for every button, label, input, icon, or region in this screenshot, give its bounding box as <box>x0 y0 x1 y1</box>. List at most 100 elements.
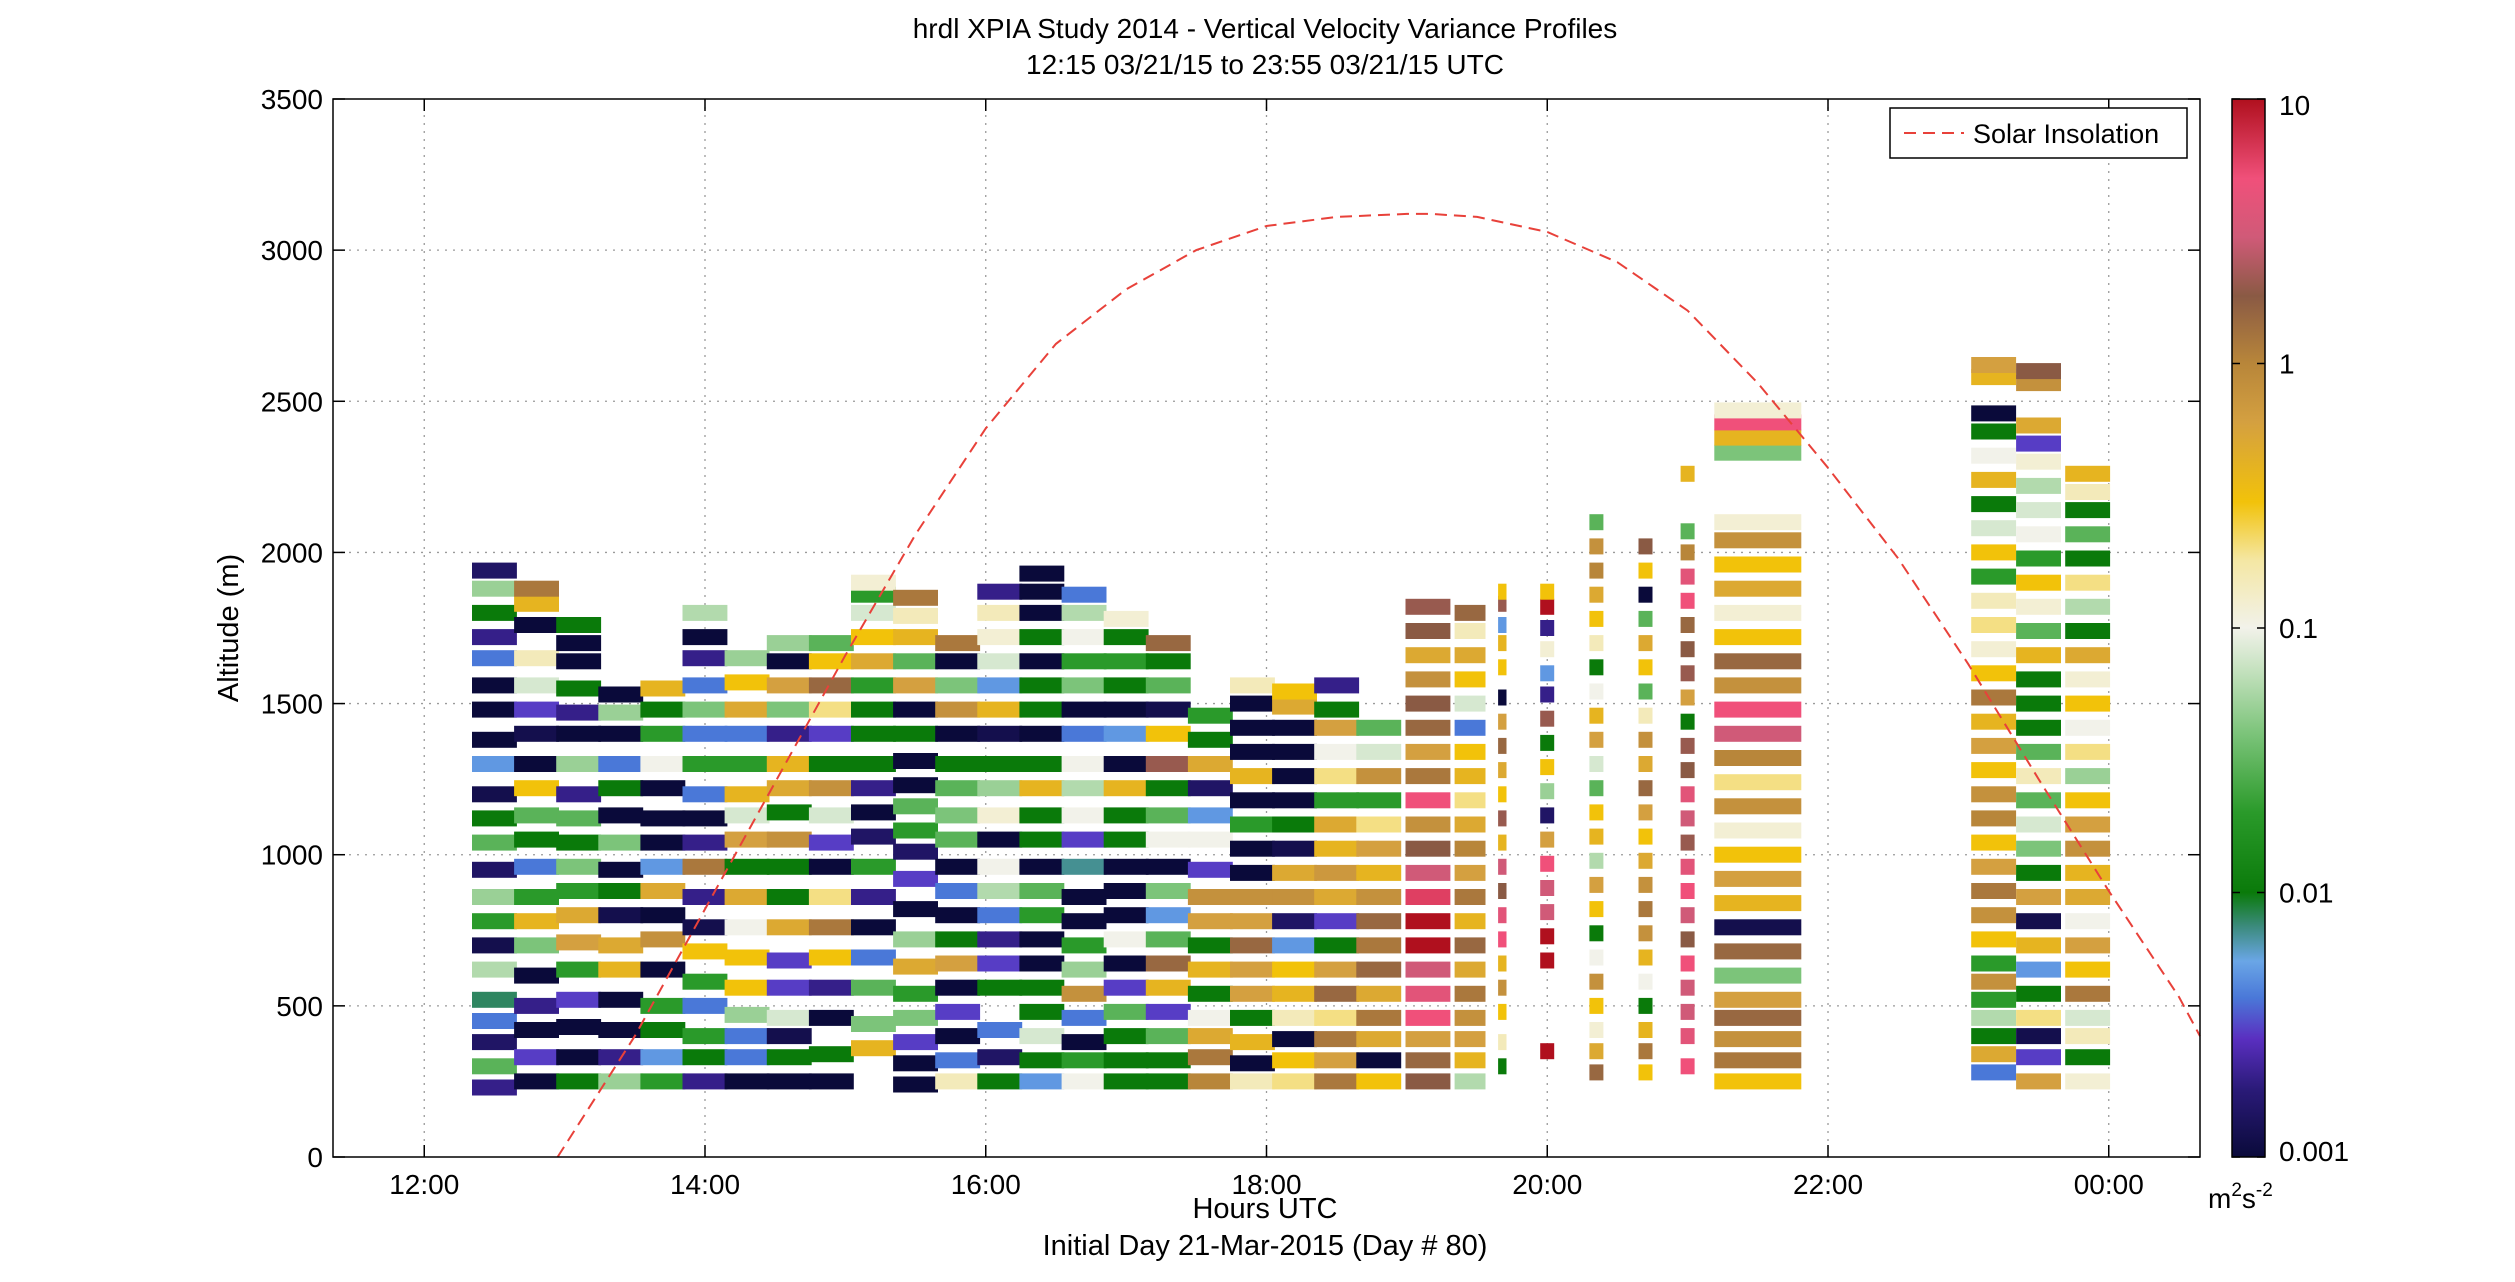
heatmap-cell <box>1230 743 1275 760</box>
heatmap-cell <box>935 858 981 875</box>
heatmap-cell <box>1971 810 2017 827</box>
heatmap-cell <box>724 1006 770 1023</box>
heatmap-cell <box>1187 707 1233 724</box>
solar-line-layer <box>556 212 2201 1158</box>
heatmap-cell <box>1498 883 1507 899</box>
heatmap-cell <box>808 858 854 875</box>
heatmap-cell <box>1680 834 1695 851</box>
heatmap-cell <box>1638 804 1653 821</box>
heatmap-cell <box>1498 858 1507 875</box>
heatmap-cell <box>2016 1073 2061 1090</box>
heatmap-cell <box>1314 985 1360 1002</box>
heatmap-cell <box>472 650 517 667</box>
chart-subtitle: 12:15 03/21/15 to 23:55 03/21/15 UTC <box>1026 49 1504 80</box>
heatmap-cell <box>1019 807 1065 824</box>
heatmap-cell <box>1971 1046 2017 1063</box>
heatmap-cell <box>1356 913 1402 930</box>
heatmap-cell <box>514 889 559 905</box>
heatmap-cell <box>1498 834 1507 851</box>
heatmap-cell <box>1714 846 1802 863</box>
heatmap-cell <box>1230 889 1275 905</box>
y-tick-label: 3500 <box>261 84 323 115</box>
x-tick-label: 22:00 <box>1793 1169 1863 1200</box>
heatmap-cell <box>851 725 896 742</box>
heatmap-cell <box>1454 604 1486 621</box>
heatmap-cell <box>598 807 644 824</box>
heatmap-cell <box>724 949 770 966</box>
heatmap-cell <box>1971 883 2017 899</box>
heatmap-cell <box>682 725 728 742</box>
heatmap-cell <box>1272 1052 1317 1069</box>
heatmap-cell <box>1230 768 1275 785</box>
heatmap-cell <box>556 704 602 721</box>
heatmap-cell <box>2065 623 2111 639</box>
heatmap-cell <box>851 677 896 694</box>
colorbar-tick-label: 0.01 <box>2279 878 2334 909</box>
heatmap-cell <box>1540 855 1555 872</box>
heatmap-cell <box>766 831 812 848</box>
heatmap-cell <box>1971 471 2017 488</box>
heatmap-cell <box>1589 683 1604 700</box>
heatmap-cell <box>1103 979 1149 996</box>
heatmap-cell <box>2016 1009 2061 1026</box>
heatmap-cell <box>935 756 981 772</box>
heatmap-cell <box>977 1049 1023 1066</box>
heatmap-cell <box>1589 756 1604 772</box>
heatmap-cell <box>1498 810 1507 827</box>
heatmap-cell <box>766 919 812 936</box>
heatmap-cell <box>1638 780 1653 797</box>
heatmap-cell <box>893 653 938 670</box>
heatmap-cell <box>556 653 602 670</box>
heatmap-cell <box>1019 1003 1065 1020</box>
heatmap-cell <box>472 1013 517 1029</box>
heatmap-cell <box>2016 937 2061 954</box>
heatmap-cell <box>724 756 770 772</box>
heatmap-cell <box>1145 701 1191 718</box>
heatmap-cell <box>682 997 728 1014</box>
heatmap-cell <box>935 725 981 742</box>
heatmap-cell <box>893 843 938 860</box>
heatmap-cell <box>1145 635 1191 652</box>
heatmap-cell <box>893 725 938 742</box>
heatmap-cell <box>640 883 686 899</box>
heatmap-cell <box>893 1034 938 1051</box>
heatmap-cell <box>1540 759 1555 776</box>
heatmap-cell <box>1272 889 1317 905</box>
heatmap-cell <box>640 680 686 697</box>
heatmap-cell <box>2065 792 2111 809</box>
heatmap-cell <box>1061 937 1107 954</box>
heatmap-cell <box>514 756 559 772</box>
x-axis-label-secondary: Initial Day 21-Mar-2015 (Day # 80) <box>1043 1230 1488 1262</box>
heatmap-cell <box>808 807 854 824</box>
heatmap-cell <box>1714 750 1802 766</box>
heatmap-cell <box>1971 568 2017 585</box>
heatmap-cell <box>808 1046 854 1063</box>
heatmap-cell <box>1589 925 1604 942</box>
heatmap-cell <box>1145 807 1191 824</box>
heatmap-cell <box>1971 496 2017 513</box>
heatmap-cell <box>598 686 644 703</box>
x-tick-label: 20:00 <box>1512 1169 1582 1200</box>
heatmap-cell <box>1103 725 1149 742</box>
heatmap-cell <box>682 1049 728 1066</box>
heatmap-cell <box>472 861 517 878</box>
heatmap-cell <box>640 997 686 1014</box>
heatmap-cell <box>1540 880 1555 896</box>
heatmap-cell <box>1145 955 1191 972</box>
heatmap-cell <box>1061 653 1107 670</box>
heatmap-cell <box>893 798 938 815</box>
heatmap-cell <box>1103 858 1149 875</box>
heatmap-cell <box>1061 807 1107 824</box>
heatmap-cell <box>1498 1058 1507 1075</box>
heatmap-cell <box>1187 913 1233 930</box>
heatmap-cell <box>472 810 517 827</box>
heatmap-cell <box>1680 544 1695 561</box>
heatmap-cell <box>1638 973 1653 990</box>
heatmap-cell <box>1589 659 1604 676</box>
heatmap-cell <box>598 961 644 978</box>
heatmap-cell <box>2016 671 2061 688</box>
heatmap-cell <box>1061 701 1107 718</box>
heatmap-cell <box>640 1022 686 1038</box>
heatmap-cell <box>556 680 602 697</box>
heatmap-cell <box>1714 444 1802 461</box>
